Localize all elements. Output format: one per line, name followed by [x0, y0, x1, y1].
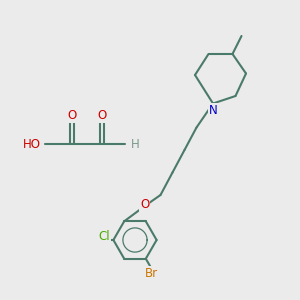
Text: Cl: Cl — [99, 230, 110, 244]
Text: N: N — [208, 103, 217, 117]
Text: O: O — [140, 198, 149, 212]
Text: HO: HO — [22, 137, 40, 151]
Text: Br: Br — [145, 267, 158, 280]
Text: O: O — [98, 109, 106, 122]
Text: H: H — [130, 137, 139, 151]
Text: O: O — [68, 109, 76, 122]
